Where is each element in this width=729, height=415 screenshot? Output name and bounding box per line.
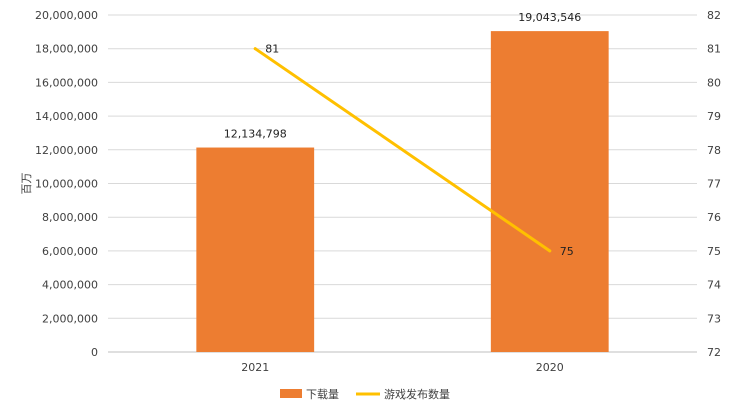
y-tick-label: 8,000,000 xyxy=(42,211,98,224)
line-series xyxy=(253,47,552,253)
y2-tick-label: 77 xyxy=(707,178,721,191)
left-axis: 0 2,000,000 4,000,000 6,000,000 8,000,000 10,… xyxy=(35,9,98,359)
right-axis: 72 73 74 75 76 77 78 79 80 81 82 xyxy=(707,9,721,359)
bar-series xyxy=(196,31,609,353)
y-tick-label: 16,000,000 xyxy=(35,76,98,89)
y2-tick-label: 80 xyxy=(707,76,721,89)
bar-data-label: 12,134,798 xyxy=(224,128,287,141)
y2-tick-label: 75 xyxy=(707,245,721,258)
legend: 下载量 游戏发布数量 xyxy=(280,387,450,401)
y-tick-label: 14,000,000 xyxy=(35,110,98,123)
y-tick-label: 10,000,000 xyxy=(35,178,98,191)
y2-tick-label: 82 xyxy=(707,9,721,22)
y-tick-label: 12,000,000 xyxy=(35,144,98,157)
y2-tick-label: 74 xyxy=(707,279,721,292)
y-tick-label: 4,000,000 xyxy=(42,279,98,292)
y2-tick-label: 72 xyxy=(707,346,721,359)
y2-tick-label: 76 xyxy=(707,211,721,224)
y-tick-label: 20,000,000 xyxy=(35,9,98,22)
line-data-label: 75 xyxy=(560,245,574,258)
y2-tick-label: 81 xyxy=(707,43,721,56)
data-labels: 12,134,798 19,043,546 81 75 xyxy=(224,11,581,258)
bar-data-label: 19,043,546 xyxy=(518,11,581,24)
legend-label: 游戏发布数量 xyxy=(384,387,450,401)
bar xyxy=(490,31,609,353)
legend-swatch-bar xyxy=(280,389,302,398)
x-axis: 2021 2020 xyxy=(241,361,564,374)
bar xyxy=(196,147,315,352)
line-point xyxy=(548,249,552,253)
y-tick-label: 0 xyxy=(91,346,98,359)
y2-tick-label: 78 xyxy=(707,144,721,157)
line-series-path xyxy=(253,47,552,253)
y2-tick-label: 73 xyxy=(707,312,721,325)
y-tick-label: 18,000,000 xyxy=(35,43,98,56)
x-tick-label: 2021 xyxy=(241,361,269,374)
line-point xyxy=(253,47,257,51)
x-tick-label: 2020 xyxy=(536,361,564,374)
y-axis-title: 百万 xyxy=(20,173,33,195)
legend-label: 下载量 xyxy=(306,388,339,401)
y-tick-label: 2,000,000 xyxy=(42,312,98,325)
y-tick-label: 6,000,000 xyxy=(42,245,98,258)
line-data-label: 81 xyxy=(265,43,279,56)
y2-tick-label: 79 xyxy=(707,110,721,123)
